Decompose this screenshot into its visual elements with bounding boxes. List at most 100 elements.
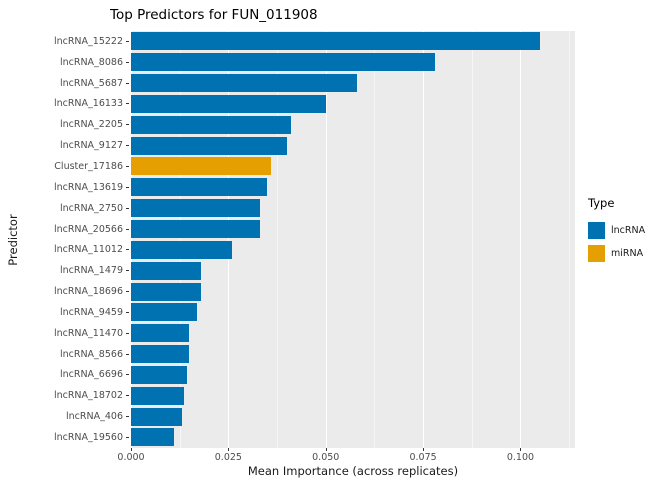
bar-row [131, 156, 575, 177]
bar-row [131, 177, 575, 198]
legend-title: Type [588, 196, 615, 210]
y-label-lncRNA_11012: lncRNA_11012 [53, 244, 123, 256]
y-tick [126, 82, 129, 84]
y-label-lncRNA_406: lncRNA_406 [66, 411, 123, 423]
y-label-lncRNA_8566: lncRNA_8566 [59, 348, 123, 360]
bar-row [131, 365, 575, 386]
x-tick [325, 448, 327, 451]
y-tick [126, 311, 129, 313]
y-label-row: lncRNA_9127 [0, 135, 129, 156]
legend-label-lncRNA: lncRNA [611, 225, 646, 236]
y-label-lncRNA_6696: lncRNA_6696 [59, 369, 123, 381]
bar-lncRNA_13619 [131, 178, 268, 197]
x-axis-title: Mean Importance (across replicates) [247, 464, 459, 478]
x-tick-label: 0.100 [506, 452, 535, 463]
x-axis-tick-labels: 0.000 0.025 0.050 0.075 0.100 [117, 452, 575, 464]
bar-row [131, 198, 575, 219]
y-label-lncRNA_9459: lncRNA_9459 [59, 306, 123, 318]
y-label-row: lncRNA_6696 [0, 365, 129, 386]
y-tick [126, 270, 129, 272]
y-tick [126, 249, 129, 251]
x-tick-label: 0.050 [312, 452, 340, 463]
bar-row [131, 281, 575, 302]
bars-layer [131, 31, 575, 448]
y-label-row: lncRNA_1479 [0, 260, 129, 281]
y-label-lncRNA_1479: lncRNA_1479 [59, 265, 123, 277]
gridline-major [131, 31, 132, 448]
y-label-lncRNA_19560: lncRNA_19560 [53, 431, 123, 443]
gridline-major [520, 31, 522, 448]
y-tick [126, 436, 129, 438]
bar-lncRNA_9459 [131, 303, 198, 322]
y-label-row: lncRNA_11012 [0, 239, 129, 260]
gridline-major [228, 31, 230, 448]
y-label-row: lncRNA_406 [0, 406, 129, 427]
gridline-major [423, 31, 425, 448]
y-label-row: lncRNA_18702 [0, 385, 129, 406]
y-tick [126, 395, 129, 397]
legend-items: lncRNA miRNA [588, 219, 645, 265]
gridline-minor [277, 31, 279, 448]
y-label-row: lncRNA_2750 [0, 198, 129, 219]
y-label-row: lncRNA_9459 [0, 302, 129, 323]
y-axis-labels: lncRNA_15222 lncRNA_8086 lncRNA_5687 lncRNA… [0, 31, 129, 448]
y-label-row: lncRNA_16133 [0, 94, 129, 115]
bar-lncRNA_19560 [131, 428, 174, 447]
bar-lncRNA_11470 [131, 324, 190, 343]
bar-lncRNA_16133 [131, 94, 326, 113]
y-label-row: lncRNA_13619 [0, 177, 129, 198]
bar-lncRNA_8086 [131, 53, 435, 72]
bar-lncRNA_406 [131, 407, 182, 426]
bar-Cluster_17186 [131, 157, 272, 176]
legend-item-lncRNA: lncRNA [588, 219, 645, 242]
bar-row [131, 135, 575, 156]
y-label-lncRNA_20566: lncRNA_20566 [53, 223, 123, 235]
bar-row [131, 260, 575, 281]
legend-swatch-lncRNA [588, 222, 605, 239]
y-tick [126, 103, 129, 105]
bar-row [131, 344, 575, 365]
y-label-lncRNA_16133: lncRNA_16133 [53, 98, 123, 110]
bar-lncRNA_2205 [131, 115, 291, 134]
y-label-lncRNA_5687: lncRNA_5687 [59, 77, 123, 89]
bar-row [131, 52, 575, 73]
y-tick [126, 61, 129, 63]
gridline-major [325, 31, 327, 448]
y-label-lncRNA_11470: lncRNA_11470 [53, 327, 123, 339]
y-label-row: lncRNA_18696 [0, 281, 129, 302]
y-label-lncRNA_15222: lncRNA_15222 [53, 35, 123, 47]
x-tick-label: 0.075 [409, 452, 437, 463]
gridline-minor [569, 31, 571, 448]
x-axis-ticks [131, 448, 575, 451]
legend-label-miRNA: miRNA [611, 248, 644, 259]
bar-row [131, 385, 575, 406]
y-label-row: lncRNA_11470 [0, 323, 129, 344]
legend-swatch-miRNA [588, 245, 605, 262]
bar-lncRNA_15222 [131, 32, 540, 51]
y-label-row: lncRNA_19560 [0, 427, 129, 448]
x-tick [131, 448, 132, 451]
y-tick [126, 353, 129, 355]
x-tick-label: 0.025 [214, 452, 242, 463]
y-label-lncRNA_2205: lncRNA_2205 [59, 119, 123, 131]
plot-panel [131, 31, 575, 448]
gridline-minor [374, 31, 376, 448]
y-label-row: lncRNA_20566 [0, 219, 129, 240]
bar-lncRNA_11012 [131, 240, 233, 259]
y-tick [126, 291, 129, 293]
y-label-lncRNA_9127: lncRNA_9127 [59, 140, 123, 152]
bar-lncRNA_18702 [131, 386, 184, 405]
gridline-minor [179, 31, 181, 448]
chart-title: Top Predictors for FUN_011908 [110, 7, 318, 23]
y-label-lncRNA_2750: lncRNA_2750 [59, 202, 123, 214]
bar-row [131, 427, 575, 448]
y-label-lncRNA_13619: lncRNA_13619 [53, 181, 123, 193]
y-tick [126, 207, 129, 209]
y-tick [126, 124, 129, 126]
bar-row [131, 219, 575, 240]
y-tick [126, 332, 129, 334]
y-label-row: Cluster_17186 [0, 156, 129, 177]
y-label-row: lncRNA_8566 [0, 344, 129, 365]
bar-lncRNA_5687 [131, 74, 357, 93]
